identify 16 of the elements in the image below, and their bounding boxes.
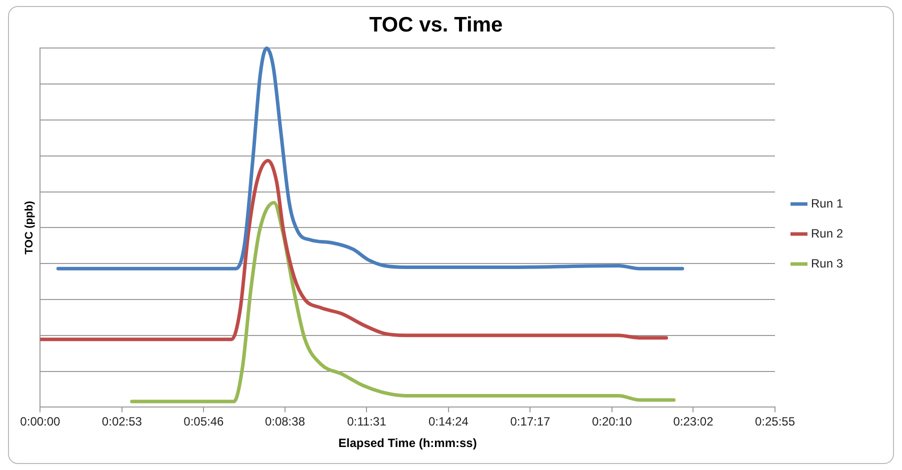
legend-label: Run 1: [810, 196, 844, 210]
x-tick-label: 0:17:17: [510, 414, 551, 429]
x-tick-label: 0:11:31: [347, 414, 387, 429]
chart-title: TOC vs. Time: [369, 13, 503, 36]
legend-label: Run 2: [810, 226, 844, 240]
y-axis-title: TOC (ppb): [24, 200, 36, 254]
legend-label: Run 3: [810, 256, 844, 270]
x-tick-label: 0:20:10: [592, 414, 632, 429]
x-tick-label: 0:14:24: [428, 414, 469, 429]
x-axis-title: Elapsed Time (h:mm:ss): [338, 436, 477, 450]
x-tick-label: 0:23:02: [673, 414, 714, 429]
x-tick-label: 0:25:55: [754, 414, 796, 429]
x-tick-label: 0:08:38: [264, 414, 306, 429]
x-tick-label: 0:00:00: [20, 414, 61, 429]
x-tick-label: 0:02:53: [102, 414, 142, 429]
x-tick-label: 0:05:46: [184, 414, 224, 429]
